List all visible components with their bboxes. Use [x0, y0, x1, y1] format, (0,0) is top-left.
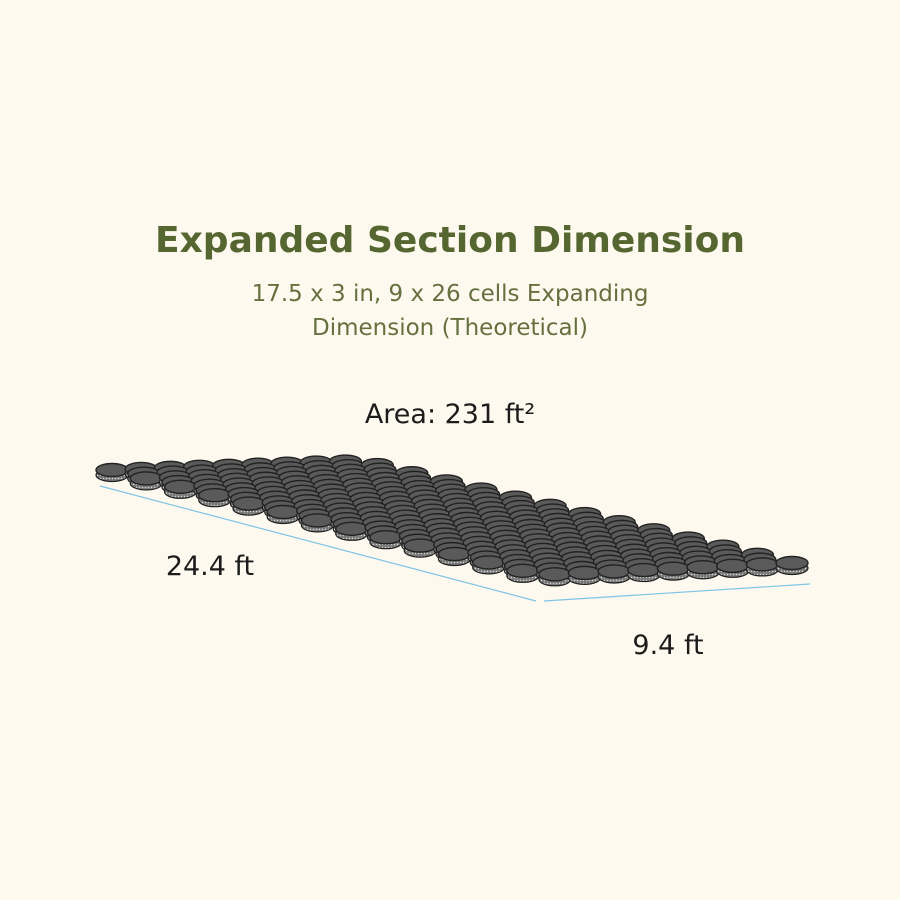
- cell-top: [567, 565, 602, 581]
- cell-top: [163, 479, 198, 494]
- cell-top: [506, 563, 540, 578]
- cell-top: [656, 561, 691, 576]
- cell-top: [95, 462, 129, 478]
- cell-top: [300, 513, 335, 528]
- cell-top: [369, 530, 403, 545]
- width-line: [543, 583, 811, 602]
- cell-top: [716, 558, 750, 574]
- cell-top: [437, 546, 472, 562]
- cell-top: [627, 562, 661, 578]
- width-label: 9.4 ft: [632, 630, 703, 661]
- subtitle-line: 17.5 x 3 in, 9 x 26 cells Expanding: [252, 281, 649, 307]
- cell-top: [334, 521, 369, 536]
- cell-top: [403, 538, 437, 553]
- area-label: Area: 231 ft²: [365, 399, 535, 430]
- cell-top: [129, 471, 163, 486]
- cell-top: [471, 555, 506, 570]
- length-label: 24.4 ft: [166, 551, 254, 582]
- cell-top: [198, 488, 232, 503]
- cell-top: [745, 557, 780, 572]
- cell-top: [775, 555, 809, 571]
- geocell-grid: [95, 454, 809, 587]
- length-line: [99, 485, 537, 602]
- cell-top: [686, 560, 720, 575]
- cell-top: [597, 564, 631, 579]
- cell-top: [232, 496, 266, 511]
- title: Expanded Section Dimension: [155, 220, 745, 261]
- cell-top: [538, 567, 572, 582]
- cell-top: [266, 504, 300, 520]
- subtitle-line: Dimension (Theoretical): [312, 315, 588, 341]
